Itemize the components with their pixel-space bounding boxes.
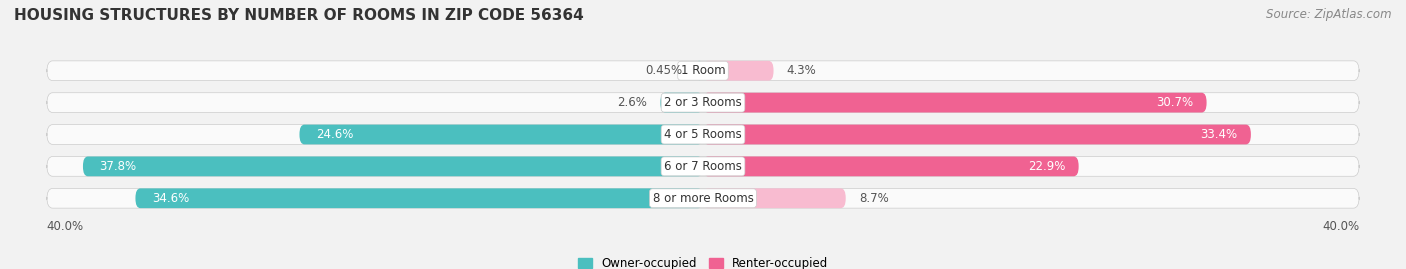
Text: 8 or more Rooms: 8 or more Rooms bbox=[652, 192, 754, 205]
Text: 0.45%: 0.45% bbox=[645, 64, 682, 77]
Text: 30.7%: 30.7% bbox=[1156, 96, 1194, 109]
FancyBboxPatch shape bbox=[46, 93, 1360, 112]
Text: 37.8%: 37.8% bbox=[100, 160, 136, 173]
Text: 6 or 7 Rooms: 6 or 7 Rooms bbox=[664, 160, 742, 173]
Text: 2.6%: 2.6% bbox=[617, 96, 647, 109]
Text: 40.0%: 40.0% bbox=[46, 220, 84, 233]
Text: 34.6%: 34.6% bbox=[152, 192, 188, 205]
FancyBboxPatch shape bbox=[703, 93, 1206, 112]
FancyBboxPatch shape bbox=[83, 157, 703, 176]
Text: Source: ZipAtlas.com: Source: ZipAtlas.com bbox=[1267, 8, 1392, 21]
Text: 24.6%: 24.6% bbox=[316, 128, 353, 141]
FancyBboxPatch shape bbox=[661, 93, 703, 112]
FancyBboxPatch shape bbox=[696, 61, 703, 81]
FancyBboxPatch shape bbox=[703, 125, 1251, 144]
FancyBboxPatch shape bbox=[703, 188, 846, 208]
FancyBboxPatch shape bbox=[703, 157, 1078, 176]
FancyBboxPatch shape bbox=[703, 61, 773, 81]
FancyBboxPatch shape bbox=[135, 188, 703, 208]
FancyBboxPatch shape bbox=[46, 61, 1360, 81]
FancyBboxPatch shape bbox=[46, 125, 1360, 144]
Text: 33.4%: 33.4% bbox=[1201, 128, 1237, 141]
Text: HOUSING STRUCTURES BY NUMBER OF ROOMS IN ZIP CODE 56364: HOUSING STRUCTURES BY NUMBER OF ROOMS IN… bbox=[14, 8, 583, 23]
Text: 40.0%: 40.0% bbox=[1322, 220, 1360, 233]
Text: 22.9%: 22.9% bbox=[1028, 160, 1066, 173]
Text: 4 or 5 Rooms: 4 or 5 Rooms bbox=[664, 128, 742, 141]
Text: 2 or 3 Rooms: 2 or 3 Rooms bbox=[664, 96, 742, 109]
FancyBboxPatch shape bbox=[299, 125, 703, 144]
Legend: Owner-occupied, Renter-occupied: Owner-occupied, Renter-occupied bbox=[572, 253, 834, 269]
FancyBboxPatch shape bbox=[46, 188, 1360, 208]
FancyBboxPatch shape bbox=[46, 157, 1360, 176]
Text: 8.7%: 8.7% bbox=[859, 192, 889, 205]
Text: 1 Room: 1 Room bbox=[681, 64, 725, 77]
Text: 4.3%: 4.3% bbox=[787, 64, 817, 77]
